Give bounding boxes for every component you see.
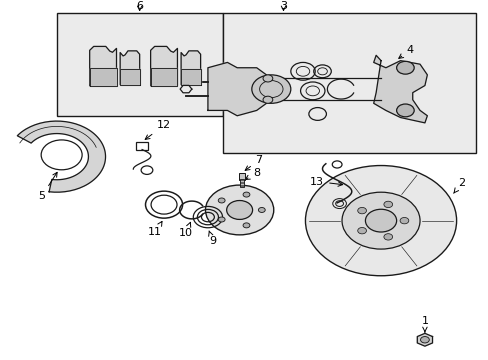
- Text: 4: 4: [398, 45, 413, 58]
- Text: 7: 7: [244, 155, 262, 170]
- Polygon shape: [181, 51, 200, 85]
- Circle shape: [263, 75, 272, 82]
- Bar: [222, 13, 475, 153]
- Circle shape: [305, 166, 456, 276]
- Text: 6: 6: [136, 1, 143, 11]
- Polygon shape: [120, 51, 140, 85]
- Text: 1: 1: [421, 316, 427, 332]
- Text: 13: 13: [309, 176, 342, 186]
- Polygon shape: [207, 62, 266, 116]
- Circle shape: [258, 207, 264, 212]
- Circle shape: [396, 104, 413, 117]
- Circle shape: [218, 198, 224, 203]
- Circle shape: [399, 217, 408, 224]
- Circle shape: [41, 140, 82, 170]
- Circle shape: [383, 234, 392, 240]
- Circle shape: [357, 228, 366, 234]
- Bar: [240, 179, 244, 187]
- Circle shape: [243, 223, 249, 228]
- Polygon shape: [416, 333, 431, 346]
- Polygon shape: [150, 68, 177, 86]
- Text: 8: 8: [245, 168, 260, 180]
- Circle shape: [205, 185, 273, 235]
- Circle shape: [383, 201, 392, 208]
- Circle shape: [251, 75, 290, 103]
- Polygon shape: [89, 68, 116, 86]
- Circle shape: [243, 192, 249, 197]
- Text: 2: 2: [453, 178, 464, 193]
- Text: 9: 9: [208, 231, 216, 246]
- Text: 11: 11: [148, 221, 162, 237]
- Text: 3: 3: [280, 1, 286, 11]
- Circle shape: [420, 337, 428, 343]
- Bar: [239, 173, 244, 180]
- Text: 10: 10: [179, 222, 193, 238]
- Circle shape: [226, 201, 252, 220]
- Circle shape: [341, 192, 419, 249]
- Text: 12: 12: [145, 120, 171, 139]
- Bar: [57, 13, 222, 116]
- Bar: [136, 143, 148, 149]
- Polygon shape: [120, 69, 140, 85]
- Circle shape: [365, 209, 396, 232]
- Circle shape: [357, 207, 366, 214]
- Polygon shape: [89, 46, 116, 86]
- Polygon shape: [17, 121, 105, 192]
- Circle shape: [218, 217, 224, 222]
- Circle shape: [396, 61, 413, 74]
- Polygon shape: [181, 69, 200, 85]
- Polygon shape: [150, 46, 177, 86]
- Polygon shape: [373, 55, 427, 123]
- Text: 5: 5: [39, 172, 57, 201]
- Circle shape: [263, 96, 272, 103]
